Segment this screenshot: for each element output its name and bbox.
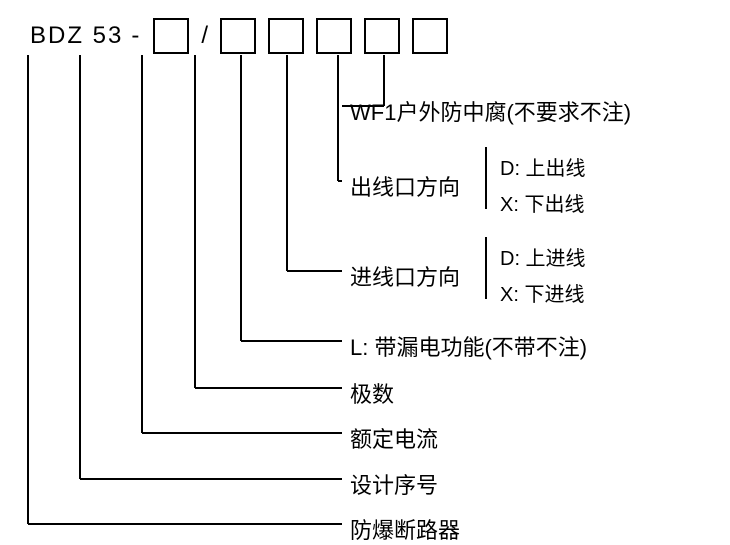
vbar-1: [485, 237, 487, 299]
label-0: WF1户外防中腐(不要求不注): [350, 95, 631, 127]
sublabel-0: D: 上出线: [500, 152, 586, 181]
label-6: 设计序号: [350, 468, 438, 500]
sublabel-3: X: 下进线: [500, 278, 584, 307]
label-3: L: 带漏电功能(不带不注): [350, 330, 587, 362]
vbar-0: [485, 147, 487, 209]
label-4: 极数: [350, 377, 394, 409]
label-2: 进线口方向: [350, 260, 460, 292]
sublabel-1: X: 下出线: [500, 188, 584, 217]
label-7: 防爆断路器: [350, 513, 460, 545]
sublabel-2: D: 上进线: [500, 242, 586, 271]
label-5: 额定电流: [350, 422, 438, 454]
label-1: 出线口方向: [350, 170, 460, 202]
